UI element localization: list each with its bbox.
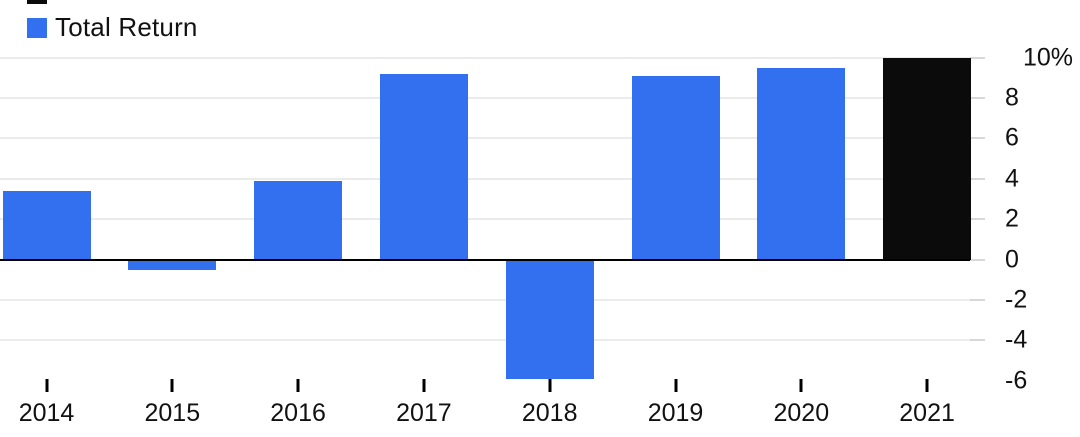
- legend-label: Total Return: [55, 12, 198, 42]
- y-axis-tick-4: [970, 177, 985, 180]
- y-axis-label-2: 2: [1005, 204, 1019, 233]
- zero-axis-line: [0, 258, 970, 261]
- x-axis-tick-2016: [296, 379, 300, 392]
- x-axis-label-2017: 2017: [396, 399, 452, 427]
- bar-2021: [883, 57, 972, 260]
- x-axis-label-2015: 2015: [144, 399, 201, 427]
- y-axis-label-4: 4: [1005, 164, 1019, 193]
- x-axis-label-2020: 2020: [773, 399, 830, 427]
- y-axis-tick-10: [970, 56, 985, 59]
- clipped-black-swatch: [27, 0, 47, 4]
- gridline-6: [0, 137, 970, 140]
- gridline-4: [0, 177, 970, 180]
- bar-2015: [128, 259, 217, 270]
- bar-2016: [254, 180, 343, 260]
- x-axis-tick-2020: [799, 379, 803, 392]
- y-axis-label-10: 10%: [1022, 43, 1073, 71]
- bar-2020: [757, 67, 846, 260]
- legend-swatch-icon: [27, 17, 47, 38]
- y-axis-tick--2: [970, 298, 985, 301]
- y-axis-label--6: -6: [1005, 366, 1028, 395]
- gridline-2: [0, 218, 970, 221]
- y-axis-label-0: 0: [1005, 245, 1019, 273]
- x-axis-tick-2015: [170, 379, 174, 392]
- gridline--2: [0, 298, 970, 301]
- bar-2019: [631, 75, 720, 260]
- gridline-10: [0, 56, 970, 59]
- x-axis-label-2016: 2016: [270, 399, 326, 427]
- y-axis-tick--4: [970, 339, 985, 342]
- x-axis-tick-2019: [674, 379, 677, 392]
- x-axis-label-2019: 2019: [647, 399, 704, 427]
- y-axis-label--4: -4: [1005, 325, 1028, 354]
- gridline--4: [0, 339, 970, 342]
- legend: Total Return: [27, 12, 198, 43]
- x-axis-label-2021: 2021: [899, 399, 955, 427]
- x-axis-tick-2017: [422, 379, 426, 392]
- gridline-8: [0, 96, 970, 99]
- x-axis-tick-2018: [548, 379, 552, 392]
- x-axis-label-2014: 2014: [18, 399, 75, 427]
- y-axis-tick-2: [970, 218, 985, 221]
- x-axis-tick-2014: [45, 379, 48, 392]
- y-axis-label-6: 6: [1005, 123, 1019, 152]
- bar-2014: [2, 190, 91, 260]
- x-axis-tick-2021: [925, 379, 929, 392]
- y-axis-label-8: 8: [1005, 83, 1019, 112]
- y-axis-tick-0: [970, 258, 985, 261]
- bar-2017: [379, 73, 468, 260]
- y-axis-tick-6: [970, 137, 985, 140]
- bar-2018: [505, 259, 594, 379]
- y-axis-tick-8: [970, 96, 985, 99]
- x-axis-label-2018: 2018: [521, 399, 578, 427]
- y-axis-label--2: -2: [1005, 285, 1028, 314]
